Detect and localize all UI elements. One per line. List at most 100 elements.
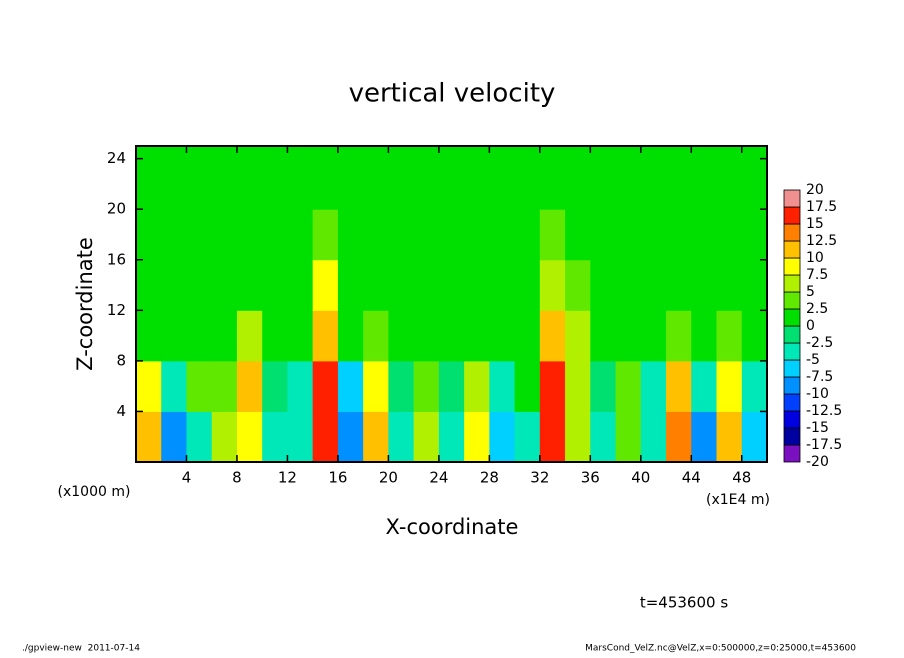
- heatmap-cell: [161, 411, 187, 463]
- colorbar-bin: [783, 393, 801, 412]
- heatmap-cell: [236, 411, 263, 463]
- y-unit: (x1000 m): [58, 484, 131, 500]
- x-tick-label: 20: [379, 469, 398, 487]
- heatmap-cell: [464, 360, 490, 412]
- heatmap-cell: [539, 411, 566, 463]
- heatmap-cell: [211, 411, 238, 463]
- x-tick-label: 44: [682, 469, 701, 487]
- heatmap-cell: [287, 310, 314, 362]
- heatmap-cell: [565, 360, 591, 412]
- heatmap-cell: [363, 209, 389, 261]
- heatmap-cell: [312, 259, 339, 311]
- heatmap-cell: [741, 259, 768, 311]
- heatmap-cell: [388, 158, 415, 210]
- heatmap-cell: [236, 209, 263, 261]
- colorbar-bin: [783, 240, 801, 259]
- heatmap-cell: [287, 259, 314, 311]
- heatmap-cell: [312, 209, 339, 261]
- heatmap-cell: [413, 360, 440, 412]
- colorbar-label: -12.5: [806, 403, 842, 419]
- x-tick-label: 24: [429, 469, 448, 487]
- time-label: t=453600 s: [640, 594, 728, 612]
- colorbar-label: 20: [806, 182, 824, 198]
- heatmap-cell: [615, 411, 642, 463]
- heatmap-cell: [363, 310, 389, 362]
- heatmap-cell: [590, 360, 617, 412]
- heatmap-cell: [363, 360, 389, 412]
- x-unit: (x1E4 m): [706, 492, 770, 508]
- colorbar-bin: [783, 308, 801, 327]
- heatmap-cell: [211, 259, 238, 311]
- heatmap-cell: [236, 158, 263, 210]
- heatmap-cell: [590, 158, 617, 210]
- heatmap-cell: [287, 209, 314, 261]
- heatmap-cell: [640, 209, 667, 261]
- y-axis-label: Z-coordinate: [73, 237, 97, 371]
- heatmap-cell: [413, 209, 440, 261]
- heatmap-cell: [565, 158, 591, 210]
- heatmap-cell: [539, 310, 566, 362]
- heatmap-cell: [438, 310, 465, 362]
- heatmap-cell: [438, 411, 465, 463]
- heatmap-cell: [741, 158, 768, 210]
- heatmap-cell: [489, 158, 516, 210]
- heatmap-cell: [489, 310, 516, 362]
- footer-right: MarsCond_VelZ.nc@VelZ,x=0:500000,z=0:250…: [585, 644, 856, 654]
- heatmap-cell: [236, 310, 263, 362]
- plot-frame: [135, 145, 768, 463]
- heatmap-cell: [136, 310, 162, 362]
- heatmap-cell: [565, 259, 591, 311]
- colorbar-bin: [783, 376, 801, 395]
- heatmap-cell: [236, 360, 263, 412]
- heatmap-cell: [161, 310, 187, 362]
- colorbar-bin: [783, 444, 801, 463]
- colorbar-bin: [783, 291, 801, 310]
- heatmap-cell: [565, 310, 591, 362]
- heatmap-cell: [741, 360, 768, 412]
- heatmap-cell: [388, 360, 415, 412]
- heatmap-cell: [236, 259, 263, 311]
- heatmap-cell: [136, 158, 162, 210]
- heatmap-cell: [287, 158, 314, 210]
- y-tick-label: 24: [107, 149, 126, 167]
- heatmap-cell: [312, 158, 339, 210]
- heatmap-cell: [640, 411, 667, 463]
- y-tick-label: 20: [107, 200, 126, 218]
- colorbar-label: 15: [806, 216, 824, 232]
- heatmap-cell: [287, 411, 314, 463]
- heatmap-cell: [716, 411, 743, 463]
- heatmap-cell: [287, 360, 314, 412]
- heatmap-cell: [565, 209, 591, 261]
- colorbar-label: -17.5: [806, 437, 842, 453]
- heatmap-cell: [388, 259, 415, 311]
- heatmap-cell: [741, 310, 768, 362]
- x-tick-label: 48: [732, 469, 751, 487]
- colorbar-bin: [783, 257, 801, 276]
- heatmap-cell: [590, 209, 617, 261]
- heatmap-cell: [716, 259, 743, 311]
- heatmap-cell: [363, 411, 389, 463]
- heatmap-cell: [640, 259, 667, 311]
- heatmap-cell: [262, 259, 288, 311]
- colorbar-bin: [783, 342, 801, 361]
- y-tick-label: 8: [116, 351, 126, 369]
- heatmap-cell: [312, 360, 339, 412]
- heatmap-cell: [615, 259, 642, 311]
- colorbar-label: 10: [806, 250, 824, 266]
- x-tick-label: 12: [278, 469, 297, 487]
- heatmap-cell: [388, 209, 415, 261]
- colorbar-bin: [783, 206, 801, 225]
- colorbar-label: -2.5: [806, 335, 833, 351]
- heatmap-cell: [413, 259, 440, 311]
- heatmap-cell: [262, 158, 288, 210]
- heatmap-cell: [438, 158, 465, 210]
- x-axis-label: X-coordinate: [386, 515, 519, 539]
- heatmap-cell: [691, 411, 718, 463]
- heatmap-cell: [312, 411, 339, 463]
- heatmap-cell: [640, 360, 667, 412]
- colorbar-label: 5: [806, 284, 815, 300]
- heatmap-cell: [539, 259, 566, 311]
- heatmap-cell: [136, 360, 162, 412]
- heatmap-cell: [211, 158, 238, 210]
